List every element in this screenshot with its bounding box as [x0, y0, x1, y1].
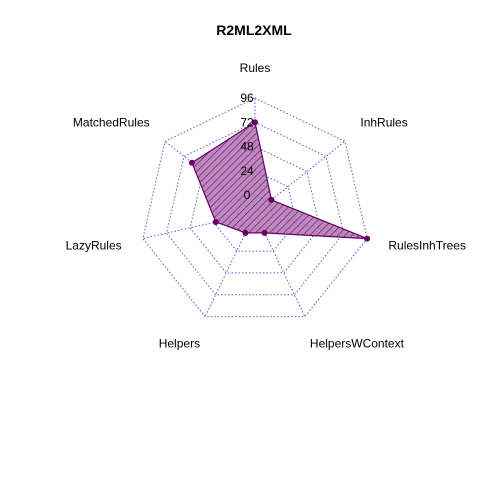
data-point-Rules	[252, 119, 258, 126]
axis-labels: Rules InhRules RulesInhTrees HelpersWContex…	[66, 61, 466, 351]
series-area-0	[191, 121, 368, 240]
tick-label-0: 0	[244, 188, 251, 202]
grid-ring-4	[142, 97, 368, 318]
chart-title: R2ML2XML	[216, 22, 292, 38]
spoke-3	[262, 229, 306, 317]
spoke-5	[142, 216, 238, 240]
tick-label-3: 72	[240, 115, 254, 129]
spoke-6	[164, 140, 242, 203]
data-point-MatchedRules	[188, 159, 195, 166]
axis-label-LazyRules: LazyRules	[66, 238, 122, 252]
spoke-4	[204, 229, 248, 317]
data-point-HelpersWContext	[261, 229, 268, 236]
grid-ring-3	[165, 121, 345, 296]
axis-label-RulesInhTrees: RulesInhTrees	[388, 238, 466, 252]
data-point-RulesInhTrees	[364, 235, 371, 242]
tick-labels: 0 24 48 72 96	[240, 91, 254, 202]
data-point-InhRules	[268, 196, 275, 203]
tick-label-4: 96	[240, 91, 254, 105]
spoke-1	[268, 140, 346, 203]
tick-label-1: 24	[240, 164, 254, 178]
series-layer	[188, 119, 371, 242]
axis-label-HelpersWContext: HelpersWContext	[310, 337, 405, 351]
tick-label-2: 48	[240, 140, 254, 154]
data-point-Helpers	[242, 229, 249, 236]
axis-label-InhRules: InhRules	[360, 116, 407, 130]
data-point-LazyRules	[212, 218, 219, 225]
axis-label-MatchedRules: MatchedRules	[73, 116, 150, 130]
axis-label-Rules: Rules	[240, 61, 271, 75]
axis-label-Helpers: Helpers	[159, 337, 200, 351]
